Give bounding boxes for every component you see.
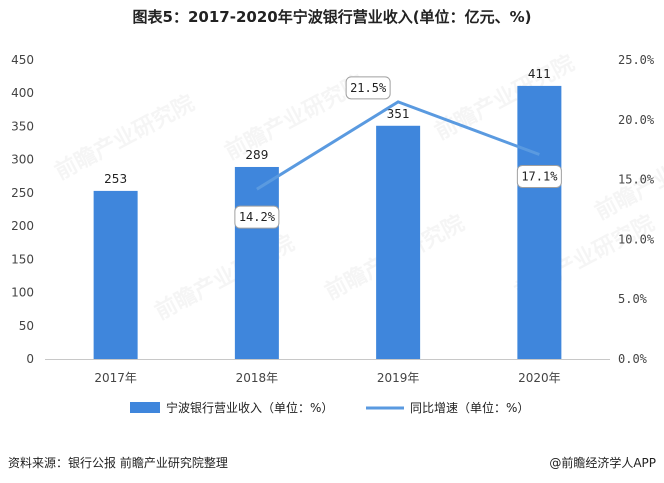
left-tick-label: 150 [11, 252, 34, 266]
line-data-label: 21.5% [345, 76, 391, 100]
left-tick-label: 100 [11, 286, 34, 300]
left-axis: 0 50 100 150 200 250 300 350 400 450 [11, 53, 34, 366]
growth-line [256, 100, 540, 191]
bar [376, 125, 421, 359]
left-tick-label: 0 [26, 352, 34, 366]
line-data-label: 17.1% [516, 164, 562, 188]
right-tick-label: 10.0% [618, 232, 655, 246]
line-label-text: 14.2% [239, 210, 276, 224]
x-axis: 2017年 2018年 2019年 2020年 [94, 371, 560, 385]
x-tick-label: 2019年 [377, 371, 420, 385]
left-tick-label: 300 [11, 153, 34, 167]
right-tick-label: 15.0% [618, 173, 655, 187]
x-tick-label: 2018年 [236, 371, 279, 385]
right-tick-label: 5.0% [618, 292, 648, 306]
left-tick-label: 250 [11, 186, 34, 200]
legend-label-bar: 宁波银行营业收入（单位：%） [166, 400, 333, 415]
x-tick-label: 2017年 [94, 371, 137, 385]
legend-swatch-bar [130, 402, 160, 413]
right-axis: 0.0% 5.0% 10.0% 15.0% 20.0% 25.0% [618, 53, 655, 366]
right-tick-label: 0.0% [618, 352, 648, 366]
source-note: 资料来源：银行公报 前瞻产业研究院整理 [8, 456, 228, 470]
line-data-label: 14.2% [234, 205, 280, 229]
legend-label-line: 同比增速（单位：%） [410, 400, 529, 415]
x-tick-label: 2020年 [518, 371, 561, 385]
bar-data-label: 411 [528, 67, 551, 81]
line-label-text: 21.5% [350, 81, 387, 95]
bar-data-label: 289 [245, 148, 268, 162]
left-tick-label: 50 [19, 319, 34, 333]
legend: 宁波银行营业收入（单位：%） 同比增速（单位：%） [130, 400, 529, 415]
right-tick-label: 25.0% [618, 53, 655, 67]
bar [234, 166, 279, 359]
left-tick-label: 400 [11, 86, 34, 100]
left-tick-label: 350 [11, 119, 34, 133]
chart-title: 图表5：2017-2020年宁波银行营业收入(单位：亿元、%) [132, 8, 532, 26]
left-tick-label: 200 [11, 219, 34, 233]
line-label-box [516, 164, 562, 188]
bar-data-label: 351 [387, 107, 410, 121]
right-tick-label: 20.0% [618, 113, 655, 127]
bar-data-label: 253 [104, 172, 127, 186]
line-series: 14.2% 21.5% 17.1% [234, 76, 562, 229]
app-credit: @前瞻经济学人APP [549, 456, 656, 470]
left-tick-label: 450 [11, 53, 34, 67]
line-label-box [345, 76, 391, 100]
bar-series: 253 289 351 411 [93, 67, 562, 359]
line-label-box [234, 205, 280, 229]
line-label-text: 17.1% [521, 169, 558, 183]
bar [517, 85, 562, 359]
bar [93, 190, 138, 359]
